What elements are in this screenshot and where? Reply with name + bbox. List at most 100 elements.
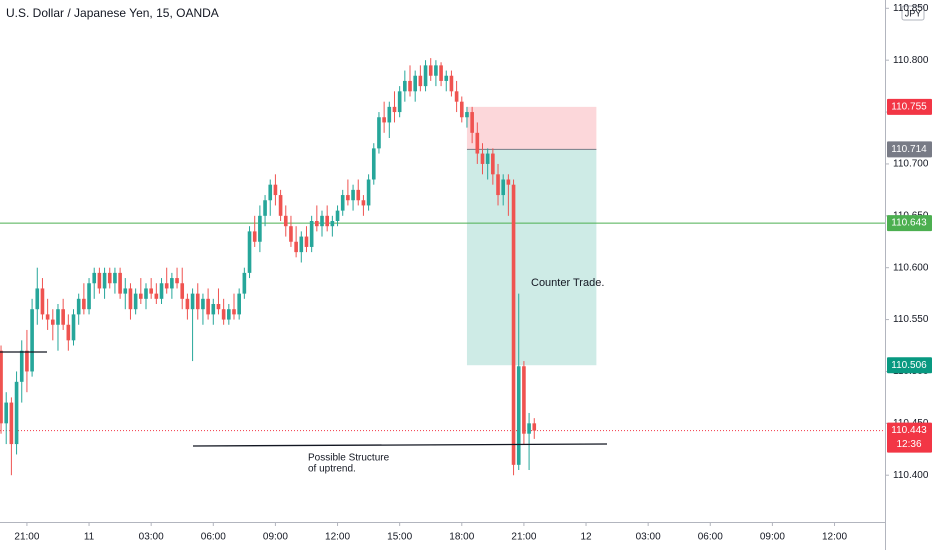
target-zone	[466, 149, 597, 366]
x-tick-label: 15:00	[387, 532, 412, 543]
candle-body	[283, 215, 288, 227]
candle-body	[428, 65, 433, 76]
x-tick-label: 06:00	[698, 532, 723, 543]
candle-body	[511, 184, 516, 465]
candle-body	[501, 179, 506, 196]
candle-body	[444, 75, 449, 81]
candle-body	[185, 298, 190, 310]
x-tick-label: 12	[580, 532, 592, 543]
candle-body	[133, 293, 138, 310]
candle-body	[470, 112, 474, 133]
y-tick-label: 110.550	[893, 314, 929, 325]
x-tick-label: 18:00	[449, 532, 474, 543]
candle-body	[107, 272, 112, 284]
candle-body	[506, 179, 511, 185]
candle-body	[232, 309, 236, 315]
candle-body	[320, 215, 324, 227]
countdown: 12:36	[896, 439, 921, 450]
drawn-line	[192, 443, 608, 447]
candle-body	[263, 200, 267, 216]
price-badge	[887, 357, 932, 374]
price-badge-label: 110.443	[891, 425, 927, 436]
price-badge-label: 110.506	[891, 360, 927, 371]
candle-body	[9, 402, 14, 445]
price-badge	[887, 422, 932, 453]
candle-body	[418, 75, 423, 87]
candle-body	[491, 153, 495, 175]
candle-body	[180, 283, 185, 299]
y-tick-label: 110.600	[893, 262, 929, 273]
candle-body	[242, 272, 247, 294]
candle-body	[66, 324, 71, 341]
candle-body	[97, 272, 102, 289]
candle-body	[403, 80, 407, 92]
candle-body	[56, 309, 60, 325]
candle-body	[87, 283, 91, 310]
candle-body	[159, 283, 164, 299]
y-tick-label: 110.700	[893, 159, 929, 170]
price-badge-label: 110.643	[891, 218, 927, 229]
candle-body	[175, 278, 179, 284]
candle-body	[61, 309, 65, 325]
candle-body	[346, 195, 350, 201]
candle-body	[449, 75, 454, 92]
x-tick-label: 03:00	[139, 532, 164, 543]
candle-body	[315, 221, 319, 227]
candle-body	[361, 200, 366, 206]
candle-body	[387, 106, 392, 123]
candle-body	[330, 221, 335, 227]
candle-body	[258, 215, 262, 242]
candle-body	[527, 423, 531, 434]
candle-body	[4, 402, 9, 424]
candle-body	[227, 309, 231, 320]
candle-body	[485, 153, 490, 164]
candle-body	[40, 288, 45, 315]
candle-body	[522, 366, 526, 434]
x-tick-label: 09:00	[760, 532, 785, 543]
candle-body	[201, 298, 205, 310]
candle-body	[164, 283, 169, 289]
candle-body	[71, 314, 76, 341]
candle-body	[480, 153, 485, 164]
plot-area	[0, 58, 885, 476]
annotation: Counter Trade.	[531, 277, 604, 289]
candle-body	[76, 298, 81, 315]
price-badge	[887, 98, 932, 115]
candle-body	[144, 288, 148, 299]
candle-body	[118, 272, 122, 294]
candle-body	[496, 174, 500, 196]
candle-body	[351, 189, 355, 201]
candle-body	[408, 80, 412, 92]
candle-body	[335, 210, 340, 222]
candle-body	[366, 179, 371, 206]
x-tick-label: 11	[84, 532, 95, 543]
candle-body	[92, 272, 97, 284]
candle-body	[377, 117, 381, 149]
candle-body	[25, 350, 29, 372]
candle-body	[294, 241, 298, 253]
candle-body	[170, 278, 174, 289]
candle-body	[454, 91, 459, 102]
candle-body	[139, 293, 143, 299]
candle-body	[190, 293, 195, 310]
candle-body	[102, 272, 107, 289]
currency: JPY	[905, 8, 922, 18]
candle-body	[0, 350, 3, 424]
price-badge-label: 110.755	[891, 102, 927, 113]
candle-body	[30, 309, 34, 372]
candle-body	[221, 309, 226, 320]
candle-body	[413, 75, 418, 92]
candle-body	[304, 236, 309, 247]
candle-body	[299, 236, 304, 253]
candle-body	[434, 65, 438, 76]
candle-body	[423, 65, 428, 87]
candle-body	[325, 215, 329, 227]
candle-body	[211, 304, 216, 315]
candle-body	[532, 423, 537, 431]
candle-body	[247, 231, 252, 273]
x-tick-label: 21:00	[14, 532, 39, 543]
stop-zone	[466, 106, 597, 150]
candle-body	[14, 381, 19, 445]
candle-body	[356, 189, 361, 201]
